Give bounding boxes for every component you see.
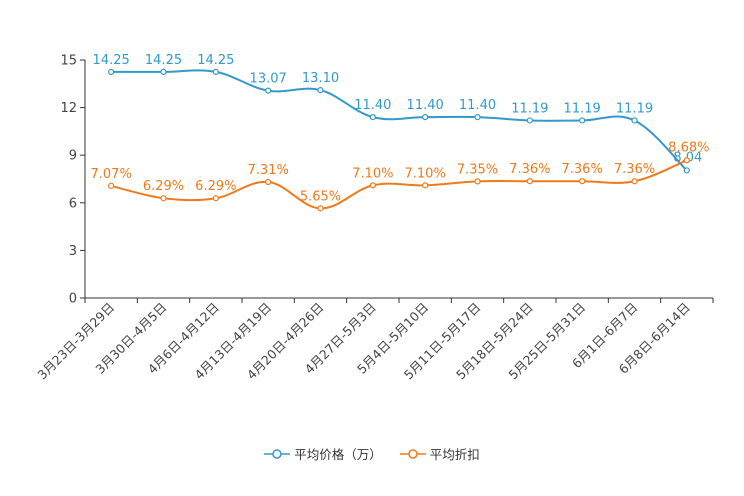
- data-label: 11.40: [407, 98, 444, 113]
- legend-line-icon: [264, 448, 291, 459]
- y-tick-label: 3: [69, 244, 77, 259]
- data-label: 6.29%: [143, 179, 184, 194]
- data-label: 7.07%: [91, 167, 132, 182]
- data-point: [683, 167, 690, 174]
- legend-label-avg-price: 平均价格（万）: [294, 447, 382, 462]
- y-tick-label: 0: [69, 292, 77, 307]
- data-point: [160, 195, 167, 202]
- data-label: 14.25: [145, 53, 182, 68]
- data-label: 7.10%: [405, 166, 446, 181]
- data-point: [579, 117, 586, 124]
- legend-line-icon: [399, 448, 426, 459]
- data-point: [317, 87, 324, 94]
- data-label: 7.31%: [248, 163, 289, 178]
- data-label: 5.65%: [300, 189, 341, 204]
- data-point: [526, 178, 533, 185]
- series-0: 14.25 14.25 14.25 13.07 13.10 11.40 11.40 11.40…: [93, 53, 702, 174]
- data-point: [265, 178, 272, 186]
- data-label: 7.36%: [509, 162, 550, 177]
- chart-legend: 平均价格（万） 平均折扣: [0, 444, 744, 463]
- data-label: 14.25: [93, 53, 130, 68]
- data-point: [212, 195, 219, 202]
- data-label: 7.35%: [457, 162, 498, 177]
- data-label: 6.29%: [195, 179, 236, 194]
- data-point: [212, 68, 219, 76]
- legend-item-avg-discount[interactable]: 平均折扣: [399, 444, 480, 463]
- data-point: [265, 87, 272, 94]
- data-point: [369, 114, 376, 121]
- data-point: [474, 178, 481, 185]
- data-point: [631, 178, 638, 185]
- line-chart: 036912153月23日-3月29日3月30日-4月5日4月6日-4月12日4…: [34, 53, 714, 382]
- data-label: 13.10: [302, 71, 339, 86]
- data-point: [631, 117, 638, 124]
- series-1: 7.07% 6.29% 6.29% 7.31% 5.65% 7.10% 7.10% 7.35%…: [91, 140, 709, 212]
- data-label: 11.19: [511, 101, 548, 116]
- data-point: [108, 68, 115, 76]
- data-point: [317, 205, 324, 212]
- data-point: [369, 182, 376, 189]
- data-point: [579, 178, 586, 185]
- legend-label-avg-discount: 平均折扣: [429, 447, 480, 462]
- data-label: 11.19: [564, 101, 601, 116]
- data-point: [526, 117, 533, 124]
- data-label: 11.40: [459, 98, 496, 113]
- data-point: [160, 68, 167, 76]
- data-label: 7.10%: [352, 166, 393, 181]
- y-tick-label: 15: [60, 54, 77, 69]
- data-label: 11.40: [354, 98, 391, 113]
- data-point: [474, 114, 481, 121]
- series-line: [110, 159, 688, 210]
- data-point: [422, 182, 429, 189]
- series-line: [111, 69, 688, 172]
- data-label: 7.36%: [562, 162, 603, 177]
- legend-item-avg-price[interactable]: 平均价格（万）: [264, 444, 382, 463]
- data-label: 8.68%: [668, 140, 709, 155]
- data-point: [683, 157, 690, 164]
- y-tick-label: 6: [69, 196, 77, 211]
- data-label: 11.19: [616, 101, 653, 116]
- y-tick-label: 9: [69, 149, 77, 164]
- data-point: [108, 182, 115, 189]
- chart-series: 14.25 14.25 14.25 13.07 13.10 11.40 11.40 11.40…: [91, 53, 709, 212]
- data-point: [422, 114, 429, 121]
- y-tick-label: 12: [60, 101, 77, 116]
- data-label: 7.36%: [614, 162, 655, 177]
- data-label: 14.25: [197, 53, 234, 68]
- data-label: 13.07: [250, 72, 287, 87]
